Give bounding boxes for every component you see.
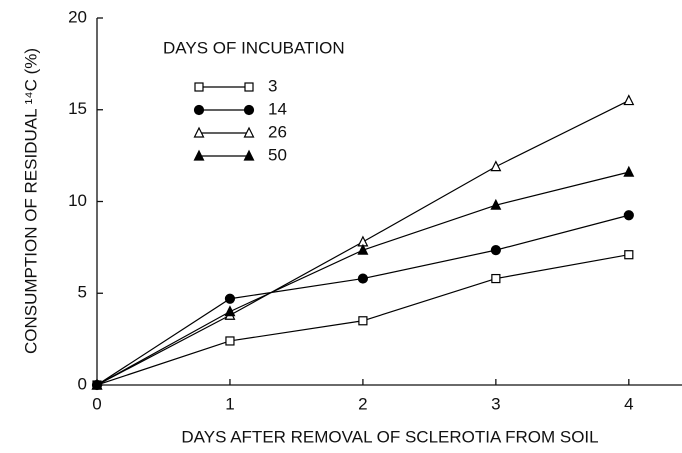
legend-marker xyxy=(194,82,204,92)
legend-label: 26 xyxy=(268,122,287,141)
legend-marker xyxy=(193,104,205,116)
x-axis-label: DAYS AFTER REMOVAL OF SCLEROTIA FROM SOI… xyxy=(181,427,598,446)
data-point xyxy=(623,210,634,221)
legend-title: DAYS OF INCUBATION xyxy=(163,38,345,57)
data-point xyxy=(624,250,634,260)
data-point xyxy=(358,316,368,326)
data-point xyxy=(224,305,236,317)
legend-marker xyxy=(243,104,255,116)
data-point xyxy=(357,243,369,255)
x-tick-label: 0 xyxy=(92,394,101,413)
data-point xyxy=(490,160,502,172)
legend-label: 50 xyxy=(268,145,287,164)
y-axis-label: CONSUMPTION OF RESIDUAL ¹⁴C (%) xyxy=(21,48,40,354)
data-point xyxy=(225,336,235,346)
data-point xyxy=(490,245,501,256)
data-point xyxy=(91,378,103,390)
y-tick-label: 10 xyxy=(68,191,87,210)
data-point xyxy=(491,273,501,284)
x-tick-label: 1 xyxy=(225,394,234,413)
data-point xyxy=(224,293,236,304)
y-tick-label: 15 xyxy=(68,99,87,118)
data-point xyxy=(623,94,635,106)
legend-marker xyxy=(193,126,205,138)
data-point xyxy=(490,198,502,210)
y-tick-label: 20 xyxy=(68,7,87,26)
x-tick-label: 3 xyxy=(491,394,500,413)
legend-label: 3 xyxy=(268,76,277,95)
x-tick-label: 4 xyxy=(624,394,633,413)
legend-marker xyxy=(193,149,205,161)
legend-label: 14 xyxy=(268,99,287,118)
legend-marker xyxy=(243,126,255,138)
data-point xyxy=(357,273,369,284)
legend-marker xyxy=(244,82,254,92)
y-tick-label: 0 xyxy=(78,374,87,393)
data-point xyxy=(623,165,635,177)
y-tick-label: 5 xyxy=(78,283,87,302)
legend-marker xyxy=(243,149,255,161)
x-tick-label: 2 xyxy=(358,394,367,413)
